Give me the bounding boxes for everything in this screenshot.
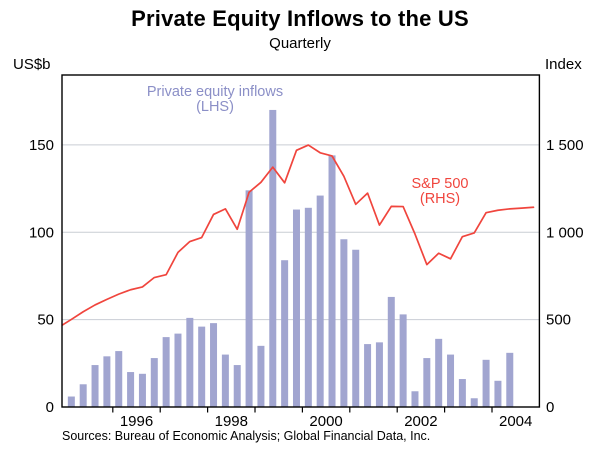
- pe-inflow-bar-1998Q3: [233, 365, 241, 407]
- pe-inflow-bar-2001Q1: [352, 249, 360, 407]
- sp500-line: [62, 144, 535, 327]
- pe-inflow-bar-1997Q2: [174, 333, 182, 407]
- pe-inflow-bar-2003Q1: [447, 354, 455, 407]
- pe-inflow-bar-2004Q1: [494, 380, 502, 407]
- right-tick-label-1000: 1 000: [546, 224, 584, 241]
- pe-inflow-bar-2000Q3: [328, 155, 336, 407]
- pe-inflow-bar-2002Q1: [399, 314, 407, 407]
- pe-inflow-bar-1995Q4: [103, 356, 111, 407]
- pe-inflow-bar-1997Q3: [186, 317, 194, 407]
- pe-inflow-bar-2001Q4: [387, 296, 395, 407]
- pe-inflow-bar-1999Q4: [292, 209, 300, 407]
- pe-inflow-bar-1997Q4: [198, 326, 206, 407]
- pe-inflow-bar-2000Q4: [340, 239, 348, 407]
- pe-inflow-bar-2001Q2: [364, 344, 372, 407]
- pe-inflow-bar-1995Q2: [79, 384, 87, 407]
- left-axis-unit-label: US$b: [13, 56, 51, 73]
- pe-inflow-bar-1997Q1: [162, 337, 170, 407]
- right-tick-label-500: 500: [546, 312, 571, 329]
- right-tick-label-0: 0: [546, 399, 554, 416]
- pe-inflow-bar-1995Q1: [67, 396, 75, 407]
- pe-inflow-bar-1998Q2: [221, 354, 229, 407]
- pe-inflow-bar-1999Q3: [281, 260, 289, 407]
- pe-inflow-bar-2002Q3: [423, 358, 431, 407]
- pe-inflow-bar-1996Q1: [115, 351, 123, 407]
- left-tick-label-150: 150: [29, 137, 54, 154]
- pe-inflow-bar-1999Q1: [257, 345, 265, 407]
- pe-inflow-bar-2003Q3: [470, 398, 478, 407]
- right-axis-unit-label: Index: [545, 56, 582, 73]
- plot-frame: [61, 74, 541, 408]
- line-series-label-text: S&P 500: [411, 176, 469, 192]
- line-series-axis-note: (RHS): [419, 191, 461, 207]
- bars-series-label: Private equity inflows (LHS): [115, 85, 315, 115]
- x-label-2002: 2002: [404, 413, 437, 430]
- x-label-2004: 2004: [499, 413, 532, 430]
- line-series-label: S&P 500 (RHS): [390, 177, 490, 207]
- pe-inflow-bar-1996Q4: [150, 358, 158, 407]
- pe-inflow-bar-2001Q3: [375, 342, 383, 407]
- pe-inflow-bar-2003Q4: [482, 359, 490, 407]
- left-tick-label-100: 100: [29, 224, 54, 241]
- chart-title: Private Equity Inflows to the US: [131, 6, 469, 31]
- left-tick-label-50: 50: [37, 312, 54, 329]
- pe-inflow-bar-1998Q4: [245, 190, 253, 407]
- left-tick-label-0: 0: [46, 399, 54, 416]
- chart-subtitle: Quarterly: [269, 35, 331, 52]
- pe-inflow-bar-1996Q3: [138, 373, 146, 407]
- right-tick-label-1500: 1 500: [546, 137, 584, 154]
- pe-inflow-bar-2002Q2: [411, 391, 419, 407]
- x-label-1996: 1996: [120, 413, 153, 430]
- bars-series-axis-note: (LHS): [196, 99, 234, 115]
- pe-inflow-bar-2000Q1: [304, 207, 312, 407]
- bars-series-label-text: Private equity inflows: [146, 84, 284, 100]
- pe-inflow-bar-1995Q3: [91, 365, 99, 407]
- pe-inflow-bar-2003Q2: [458, 379, 466, 407]
- pe-inflow-bar-1998Q1: [210, 323, 218, 407]
- pe-inflow-bar-2004Q2: [506, 352, 514, 407]
- x-label-1998: 1998: [215, 413, 248, 430]
- pe-inflow-bar-2002Q4: [435, 338, 443, 407]
- pe-inflow-bar-2000Q2: [316, 195, 324, 407]
- source-note: Sources: Bureau of Economic Analysis; Gl…: [62, 429, 431, 443]
- pe-inflow-bar-1996Q2: [127, 372, 135, 407]
- pe-inflow-bar-1999Q2: [269, 109, 277, 407]
- x-label-2000: 2000: [309, 413, 342, 430]
